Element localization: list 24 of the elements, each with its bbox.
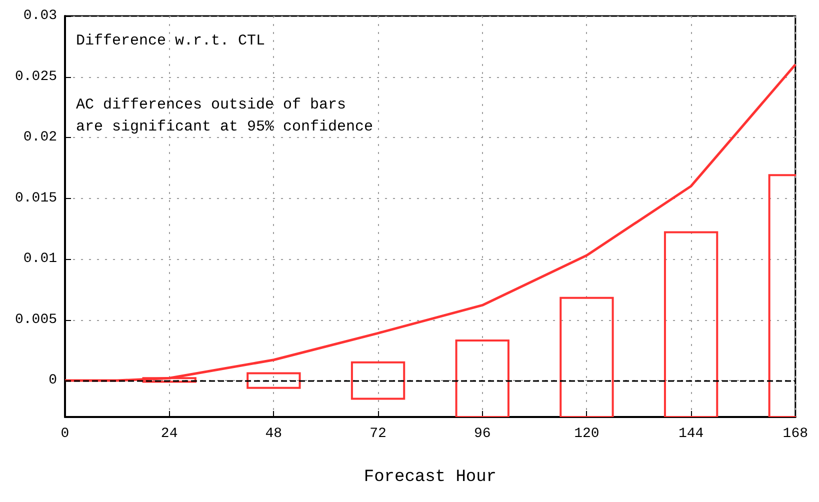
x-tick-label: 168: [782, 426, 808, 442]
y-tick-label: 0.01: [23, 251, 57, 268]
bar: [455, 339, 510, 417]
y-tick-label: 0.015: [14, 190, 57, 206]
annotation: AC differences outside of bars are significant at 95% confidence: [76, 96, 374, 136]
line-series: [64, 63, 797, 382]
x-tick-label: 24: [160, 426, 178, 442]
bar: [350, 361, 406, 400]
y-tick-label: 0.02: [23, 130, 57, 146]
x-tick-label: 120: [574, 426, 600, 442]
x-tick-label: 72: [370, 426, 386, 442]
bar: [560, 296, 614, 417]
bar: [664, 231, 718, 417]
annotation: Difference w.r.t. CTL: [76, 32, 266, 50]
y-tick-label: 0.025: [14, 68, 57, 85]
y-tick-label: 0: [48, 372, 57, 389]
bar: [246, 372, 301, 389]
x-tick-label: 0: [60, 426, 70, 442]
x-tick-label: 144: [678, 426, 704, 442]
y-tick-label: 0.03: [23, 8, 57, 24]
x-tick-label: 48: [265, 426, 282, 442]
y-tick-label: 0.005: [14, 312, 57, 328]
x-axis-title: Forecast Hour: [364, 468, 497, 487]
x-tick-label: 96: [474, 426, 491, 442]
